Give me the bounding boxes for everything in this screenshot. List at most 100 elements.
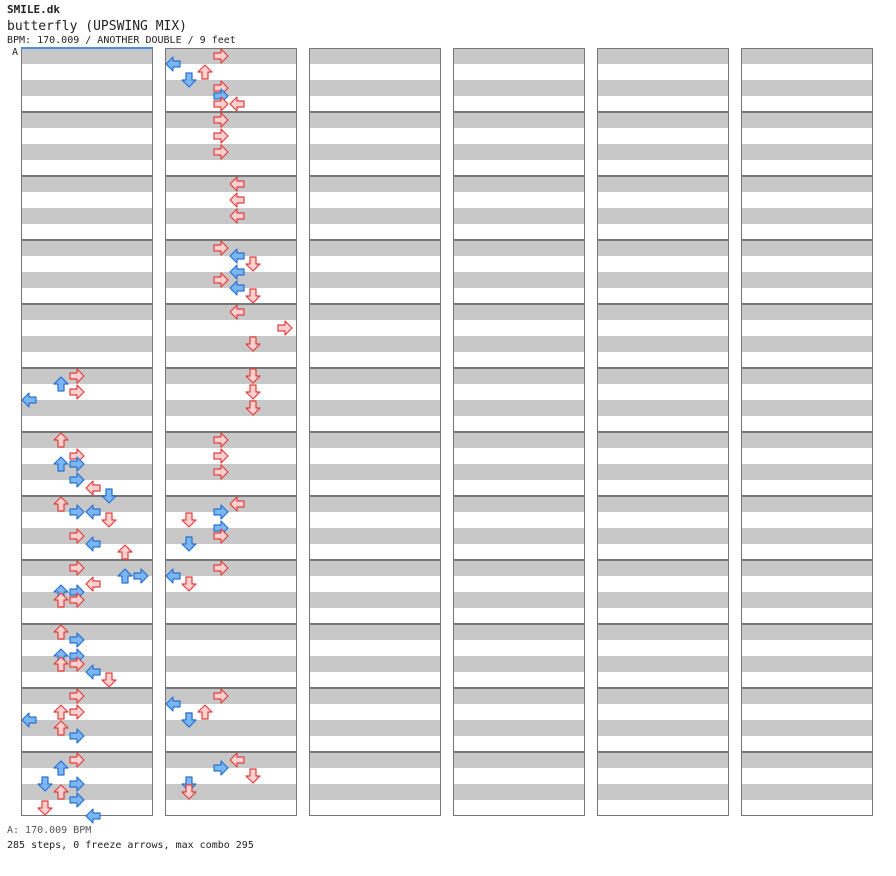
beat-stripe	[165, 576, 297, 592]
beat-stripe	[309, 736, 441, 752]
step-arrow	[101, 512, 117, 528]
step-arrow	[229, 304, 245, 320]
beat-stripe	[597, 592, 729, 608]
measure-box	[165, 48, 297, 112]
beat-stripe	[741, 432, 873, 448]
measure-box	[597, 240, 729, 304]
beat-stripe	[453, 192, 585, 208]
measure-box	[453, 112, 585, 176]
beat-stripe	[741, 688, 873, 704]
beat-stripe	[453, 464, 585, 480]
step-arrow	[229, 176, 245, 192]
beat-stripe	[453, 112, 585, 128]
step-arrow	[213, 448, 229, 464]
measure-box	[741, 368, 873, 432]
beat-stripe	[453, 528, 585, 544]
beat-stripe	[165, 128, 297, 144]
step-arrow	[245, 288, 261, 304]
beat-stripe	[741, 800, 873, 816]
beat-stripe	[597, 720, 729, 736]
step-arrow	[69, 528, 85, 544]
step-arrow	[117, 568, 133, 584]
beat-stripe	[309, 304, 441, 320]
measure-box	[741, 304, 873, 368]
beat-stripe	[741, 192, 873, 208]
beat-stripe	[453, 672, 585, 688]
beat-stripe	[165, 64, 297, 80]
beat-stripe	[741, 112, 873, 128]
measure-box	[453, 48, 585, 112]
step-arrow	[245, 256, 261, 272]
beat-stripe	[309, 480, 441, 496]
beat-stripe	[597, 704, 729, 720]
measure-box	[741, 432, 873, 496]
beat-stripe	[597, 576, 729, 592]
beat-stripe	[453, 720, 585, 736]
beat-stripe	[165, 352, 297, 368]
step-arrow	[197, 704, 213, 720]
beat-stripe	[21, 240, 153, 256]
beat-stripe	[165, 784, 297, 800]
beat-stripe	[309, 128, 441, 144]
beat-stripe	[597, 288, 729, 304]
beat-stripe	[453, 384, 585, 400]
measure-box	[309, 112, 441, 176]
beat-stripe	[309, 432, 441, 448]
beat-stripe	[597, 688, 729, 704]
beat-stripe	[453, 336, 585, 352]
beat-stripe	[453, 656, 585, 672]
beat-stripe	[165, 112, 297, 128]
beat-stripe	[21, 768, 153, 784]
beat-stripe	[165, 544, 297, 560]
step-arrow	[165, 568, 181, 584]
beat-stripe	[309, 496, 441, 512]
beat-stripe	[741, 48, 873, 64]
beat-stripe	[309, 144, 441, 160]
beat-stripe	[741, 288, 873, 304]
measure-box	[165, 496, 297, 560]
beat-stripe	[21, 496, 153, 512]
measure-box	[165, 624, 297, 688]
step-arrow	[53, 496, 69, 512]
beat-stripe	[741, 400, 873, 416]
beat-stripe	[21, 544, 153, 560]
measure-box	[453, 496, 585, 560]
beat-stripe	[309, 688, 441, 704]
measure-box	[165, 368, 297, 432]
beat-stripe	[309, 704, 441, 720]
beat-stripe	[741, 272, 873, 288]
beat-stripe	[309, 560, 441, 576]
step-arrow	[53, 432, 69, 448]
beat-stripe	[453, 96, 585, 112]
measure-box	[309, 304, 441, 368]
step-arrow	[181, 784, 197, 800]
step-arrow	[85, 480, 101, 496]
step-arrow	[181, 512, 197, 528]
measure-box	[453, 240, 585, 304]
step-arrow	[213, 560, 229, 576]
beat-stripe	[21, 432, 153, 448]
beat-stripe	[741, 160, 873, 176]
step-arrow	[165, 56, 181, 72]
beat-stripe	[453, 624, 585, 640]
beat-stripe	[165, 448, 297, 464]
beat-stripe	[453, 352, 585, 368]
beat-stripe	[165, 768, 297, 784]
beat-stripe	[309, 656, 441, 672]
step-arrow	[69, 472, 85, 488]
step-arrow	[53, 784, 69, 800]
step-arrow	[213, 504, 229, 520]
beat-stripe	[597, 272, 729, 288]
measure-box	[741, 624, 873, 688]
measure-box	[741, 176, 873, 240]
beat-stripe	[741, 512, 873, 528]
beat-stripe	[165, 272, 297, 288]
beat-stripe	[597, 144, 729, 160]
step-arrow	[85, 576, 101, 592]
step-arrow	[229, 192, 245, 208]
beat-stripe	[741, 528, 873, 544]
beat-stripe	[165, 464, 297, 480]
beat-stripe	[741, 96, 873, 112]
beat-stripe	[453, 704, 585, 720]
beat-stripe	[453, 592, 585, 608]
